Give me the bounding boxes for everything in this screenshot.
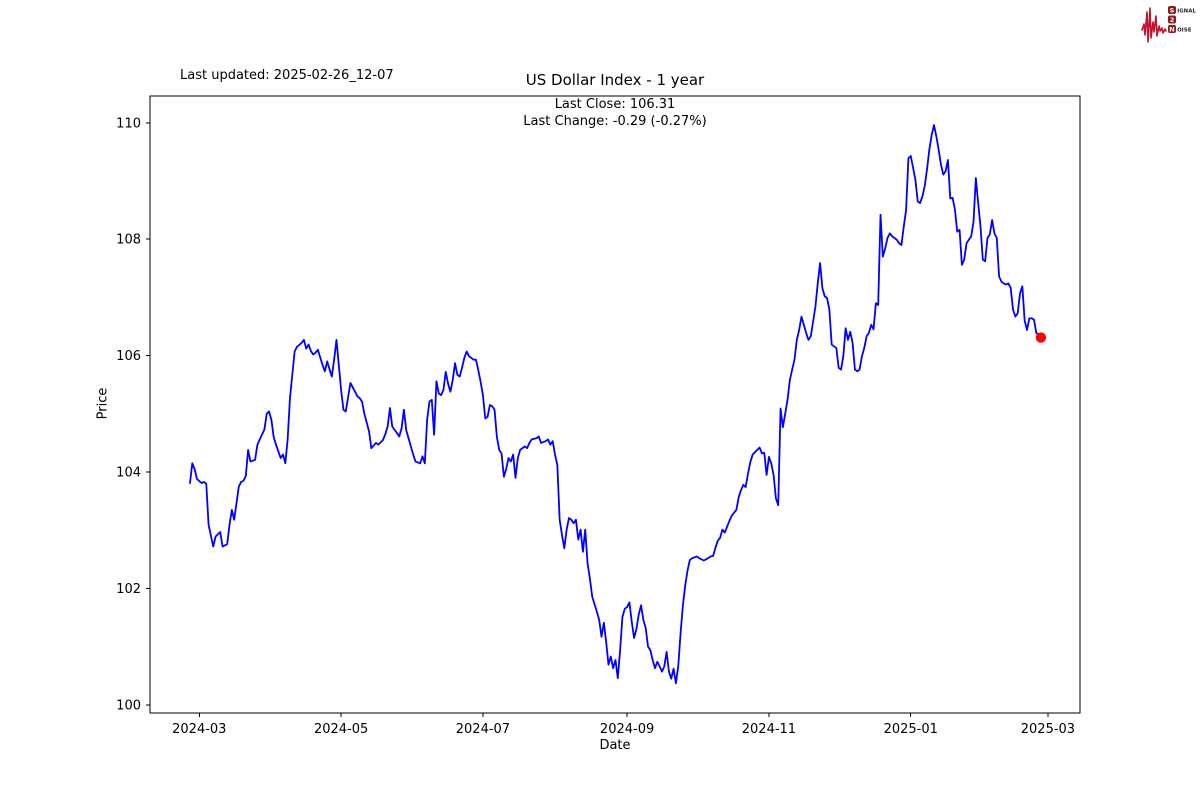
signal2noise-logo: S IGNAL 2 N OISE — [1141, 6, 1196, 43]
logo-word-signal: IGNAL — [1177, 8, 1196, 14]
logo-letter-n: N — [1169, 25, 1174, 33]
waveform-icon — [1141, 7, 1167, 43]
y-tick-label: 110 — [116, 116, 141, 131]
y-tick-label: 106 — [116, 349, 141, 364]
x-tick-label: 2024-07 — [456, 722, 510, 737]
last-updated-label: Last updated: 2025-02-26_12-07 — [180, 68, 394, 83]
logo-badge-n — [1168, 25, 1176, 33]
y-tick-label: 102 — [116, 582, 141, 597]
x-tick-label: 2024-05 — [314, 722, 368, 737]
logo-letter-s: S — [1170, 6, 1175, 14]
logo-letter-2: 2 — [1170, 16, 1175, 24]
x-axis-label: Date — [599, 738, 631, 753]
y-tick-label: 104 — [116, 466, 141, 481]
x-tick-label: 2025-01 — [884, 722, 938, 737]
y-tick-label: 100 — [116, 698, 141, 713]
logo-badge-s — [1168, 6, 1176, 14]
price-line — [189, 124, 1042, 685]
last-close-label: Last Close: 106.31 — [554, 97, 676, 112]
axes-frame — [149, 95, 1081, 714]
chart-title: US Dollar Index - 1 year — [525, 71, 705, 89]
chart-subtitle: Last Close: 106.31 Last Change: -0.29 (-… — [150, 96, 1080, 130]
x-tick-label: 2024-11 — [742, 722, 796, 737]
logo-word-noise: OISE — [1177, 27, 1192, 33]
x-tick-label: 2025-03 — [1021, 722, 1075, 737]
logo-badge-2 — [1168, 15, 1176, 24]
x-tick-label: 2024-03 — [172, 722, 226, 737]
last-close-marker — [1035, 332, 1047, 343]
last-change-label: Last Change: -0.29 (-0.27%) — [523, 114, 707, 129]
x-tick-label: 2024-09 — [600, 722, 654, 737]
logo-text: S IGNAL 2 N OISE — [1168, 6, 1196, 33]
y-tick-label: 108 — [116, 233, 141, 248]
